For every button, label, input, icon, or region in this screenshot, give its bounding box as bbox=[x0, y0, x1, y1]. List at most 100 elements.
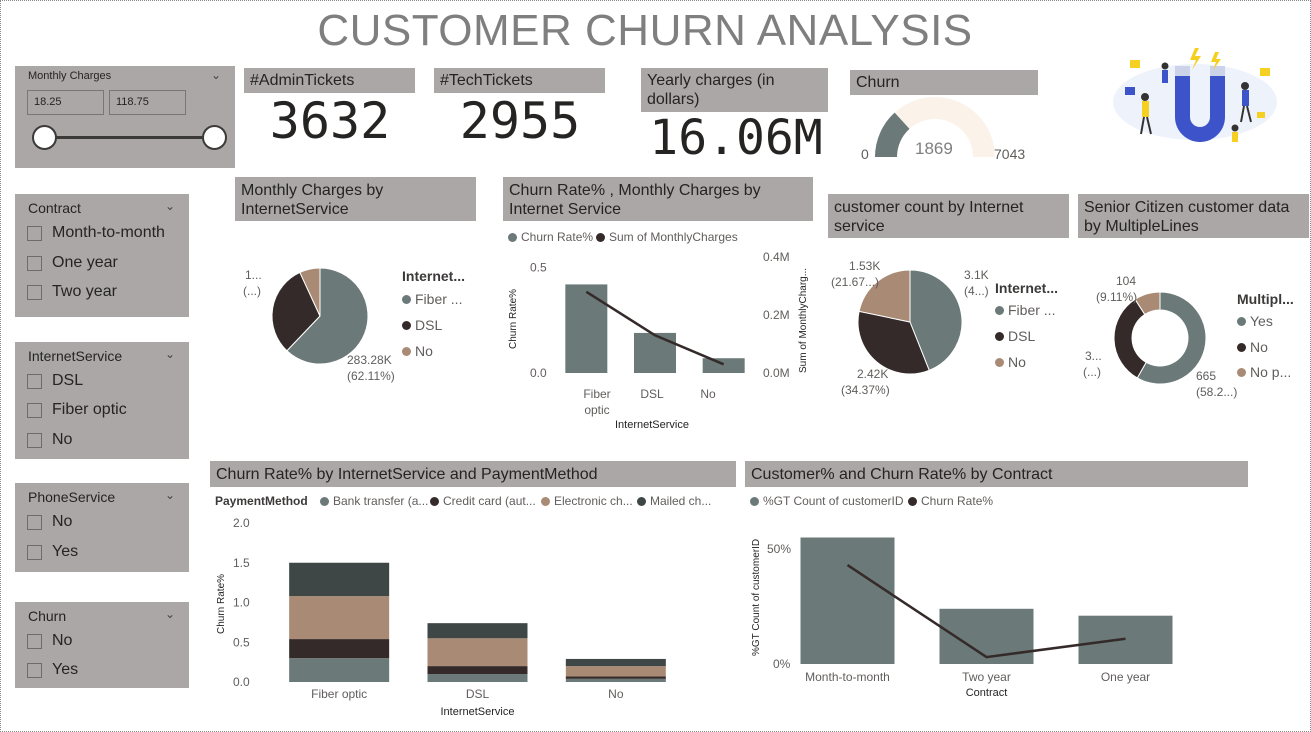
slice-no-phone bbox=[1134, 291, 1161, 316]
slicer-title: Churn bbox=[28, 608, 67, 624]
donut-label-b-pct: (...) bbox=[1083, 365, 1101, 379]
option-no[interactable]: No bbox=[27, 431, 72, 449]
page-title: CUSTOMER CHURN ANALYSIS bbox=[317, 6, 973, 55]
seg-credit-card bbox=[565, 676, 666, 679]
slice-no bbox=[1113, 298, 1147, 379]
bar-customer-pct bbox=[800, 537, 895, 664]
option-no[interactable]: No bbox=[27, 513, 72, 531]
legend-item-yes[interactable]: Yes bbox=[1237, 313, 1273, 329]
legend-label: Sum of MonthlyCharges bbox=[609, 230, 738, 244]
monthly-charges-slicer[interactable]: Monthly Charges ⌄ 18.25 118.75 bbox=[15, 66, 235, 168]
legend-item-fiber[interactable]: Fiber ... bbox=[995, 302, 1055, 318]
phone-service-slicer: PhoneService ⌄ No Yes bbox=[15, 483, 189, 572]
min-value-input[interactable]: 18.25 bbox=[27, 90, 104, 115]
seg-electronic-check bbox=[565, 666, 666, 677]
slider-max-handle[interactable] bbox=[202, 125, 227, 150]
chevron-down-icon[interactable]: ⌄ bbox=[164, 488, 175, 502]
checkbox[interactable] bbox=[27, 402, 42, 418]
churn-gauge bbox=[875, 97, 995, 157]
x-axis-label: InternetService bbox=[615, 419, 689, 431]
legend-title: PaymentMethod bbox=[215, 494, 308, 508]
legend-item-bank-transfer[interactable]: Bank transfer (a... bbox=[320, 494, 428, 508]
legend-item-dsl[interactable]: DSL bbox=[995, 328, 1035, 344]
option-two-year[interactable]: Two year bbox=[27, 283, 117, 301]
slicer-title: InternetService bbox=[28, 348, 123, 364]
legend-item-electronic-check[interactable]: Electronic ch... bbox=[541, 494, 633, 508]
option-label: Fiber optic bbox=[52, 401, 127, 418]
checkbox[interactable] bbox=[27, 633, 42, 649]
admin-tickets-value: 3632 bbox=[269, 92, 391, 150]
legend-label: Fiber ... bbox=[415, 291, 463, 307]
stacked-churn-chart: 2.0 1.5 1.0 0.5 0.0 Fiber optic DSL No InternetS… bbox=[216, 516, 666, 718]
slider-min-handle[interactable] bbox=[32, 125, 57, 150]
slider-track[interactable] bbox=[43, 136, 215, 139]
customer-count-pie-title: customer count by Internet service bbox=[828, 194, 1069, 238]
legend-item-churn-rate[interactable]: Churn Rate% bbox=[508, 230, 593, 244]
legend-label: Bank transfer (a... bbox=[333, 494, 429, 508]
legend-item-mailed-check[interactable]: Mailed ch... bbox=[637, 494, 711, 508]
contract-slicer: Contract ⌄ Month-to-month One year Two y… bbox=[15, 194, 189, 317]
slice-no bbox=[299, 267, 321, 317]
legend-item-gt-count[interactable]: %GT Count of customerID bbox=[750, 494, 904, 508]
legend-dot bbox=[596, 232, 605, 242]
legend-item-no[interactable]: No bbox=[402, 343, 433, 359]
legend-item-no-phone[interactable]: No p... bbox=[1237, 364, 1291, 380]
checkbox[interactable] bbox=[27, 225, 42, 241]
checkbox[interactable] bbox=[27, 662, 42, 678]
senior-citizen-donut bbox=[1113, 291, 1207, 385]
legend-title: Multipl... bbox=[1237, 291, 1294, 307]
admin-tickets-label: #AdminTickets bbox=[244, 68, 415, 93]
legend-item-monthly-charges[interactable]: Sum of MonthlyCharges bbox=[596, 230, 738, 244]
option-dsl[interactable]: DSL bbox=[27, 372, 83, 390]
gauge-fill bbox=[875, 112, 910, 157]
seg-mailed-check bbox=[427, 623, 528, 639]
legend-dot bbox=[637, 496, 646, 506]
pie-label-big-pct: (62.11%) bbox=[347, 369, 395, 383]
legend-item-credit-card[interactable]: Credit card (aut... bbox=[430, 494, 536, 508]
checkbox[interactable] bbox=[27, 544, 42, 560]
yearly-charges-label: Yearly charges (in dollars) bbox=[641, 68, 828, 112]
legend-item-no[interactable]: No bbox=[1237, 339, 1268, 355]
pie-label-small-pct: (...) bbox=[243, 284, 261, 298]
gauge-value: 1869 bbox=[915, 139, 953, 158]
y-tick: 50% bbox=[767, 542, 791, 556]
legend-dot bbox=[908, 496, 917, 506]
slicer-title: PhoneService bbox=[28, 489, 116, 505]
option-label: Two year bbox=[52, 283, 117, 300]
legend-dot bbox=[402, 294, 411, 304]
chevron-down-icon[interactable]: ⌄ bbox=[164, 347, 175, 361]
legend-item-fiber[interactable]: Fiber ... bbox=[402, 291, 462, 307]
chevron-down-icon[interactable]: ⌄ bbox=[164, 607, 175, 621]
option-one-year[interactable]: One year bbox=[27, 254, 118, 272]
checkbox[interactable] bbox=[27, 514, 42, 530]
legend-label: No bbox=[1008, 354, 1026, 370]
chevron-down-icon[interactable]: ⌄ bbox=[164, 199, 175, 213]
pie-label-small: 1... bbox=[245, 268, 262, 282]
tech-tickets-value: 2955 bbox=[459, 92, 581, 150]
option-no[interactable]: No bbox=[27, 632, 72, 650]
option-yes[interactable]: Yes bbox=[27, 543, 78, 561]
checkbox[interactable] bbox=[27, 432, 42, 448]
legend-item-churn-rate[interactable]: Churn Rate% bbox=[908, 494, 993, 508]
contract-chart-title: Customer% and Churn Rate% by Contract bbox=[745, 461, 1248, 487]
option-fiber-optic[interactable]: Fiber optic bbox=[27, 401, 127, 419]
seg-credit-card bbox=[427, 666, 528, 675]
legend-label: No p... bbox=[1250, 364, 1292, 380]
legend-dot bbox=[995, 357, 1004, 367]
legend-item-dsl[interactable]: DSL bbox=[402, 317, 442, 333]
line-churn-rate bbox=[846, 564, 1126, 659]
checkbox[interactable] bbox=[27, 373, 42, 389]
chevron-down-icon[interactable]: ⌄ bbox=[210, 68, 221, 82]
checkbox[interactable] bbox=[27, 255, 42, 271]
option-yes[interactable]: Yes bbox=[27, 661, 78, 679]
legend-item-no[interactable]: No bbox=[995, 354, 1026, 370]
y2-tick: 0.4M bbox=[763, 250, 790, 264]
max-value-input[interactable]: 118.75 bbox=[109, 90, 186, 115]
option-month-to-month[interactable]: Month-to-month bbox=[27, 224, 165, 242]
checkbox[interactable] bbox=[27, 284, 42, 300]
x-tick: One year bbox=[1101, 670, 1150, 684]
seg-credit-card bbox=[289, 639, 390, 659]
senior-citizen-donut-title: Senior Citizen customer data by Multiple… bbox=[1078, 194, 1309, 238]
legend-dot bbox=[402, 346, 411, 356]
legend-dot bbox=[750, 496, 759, 506]
